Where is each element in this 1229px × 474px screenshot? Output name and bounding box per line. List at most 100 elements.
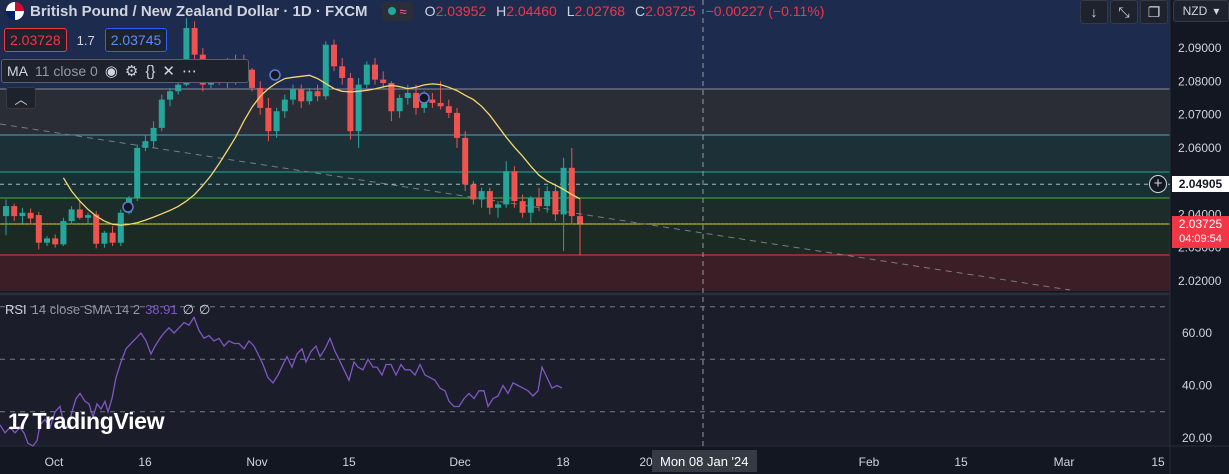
chevron-down-icon: ▾ — [1213, 4, 1220, 18]
candle-body — [511, 171, 518, 202]
candle-body — [454, 112, 460, 138]
ma-anchor-point — [418, 92, 430, 104]
candle-body — [503, 171, 510, 205]
market-open-icon — [387, 7, 396, 15]
candle-body — [175, 84, 182, 92]
zone-olive — [0, 224, 1170, 255]
ma-polyline — [62, 74, 581, 226]
candle-body — [76, 209, 83, 218]
zone-dark-teal — [0, 172, 1170, 198]
candle-body — [413, 92, 419, 108]
add-alert-icon[interactable]: + — [1149, 175, 1167, 193]
time-tick-label: Oct — [45, 455, 64, 469]
candle-body — [257, 87, 264, 108]
ohlc-change-value: −0.00227 (−0.11%) — [705, 3, 825, 19]
ma-legend-params: 11 close 0 — [35, 63, 98, 79]
collapse-legend-button[interactable]: ︿ — [6, 87, 36, 109]
candle-body — [191, 28, 198, 55]
candle-body — [265, 107, 272, 132]
rsi-legend-na-2: ∅ — [198, 302, 211, 317]
trendlines — [0, 0, 1170, 446]
ohlc-values: O2.03952 H2.04460 L2.02768 C2.03725 −0.0… — [425, 3, 831, 19]
candle-body — [437, 102, 444, 107]
sell-button[interactable]: 2.03728 — [4, 28, 67, 52]
market-status[interactable]: ≈ — [381, 1, 413, 21]
more-icon[interactable]: ⋯ — [181, 63, 197, 80]
eye-icon[interactable]: ◉ — [104, 63, 118, 80]
candle-body — [331, 44, 337, 67]
candle-body — [404, 92, 411, 98]
ohlc-high-key: H — [496, 3, 507, 19]
gear-icon[interactable]: ⚙ — [124, 63, 139, 80]
candle-body — [314, 91, 321, 97]
time-tick-label: 18 — [556, 455, 570, 469]
time-tick-label: Mar — [1054, 455, 1075, 469]
candle-body — [372, 64, 378, 80]
zone-green — [0, 198, 1170, 224]
gbp-flag-icon — [6, 2, 24, 20]
candle-body — [101, 232, 108, 244]
current-price-label: 2.03725 — [1178, 217, 1223, 231]
candle-body — [117, 212, 124, 243]
price-tick-label: 2.06000 — [1178, 141, 1222, 155]
time-tick-label: Feb — [859, 455, 880, 469]
rsi-polyline — [0, 315, 563, 447]
currency-button[interactable]: NZD ▾ — [1173, 0, 1229, 22]
rsi-legend[interactable]: RSI 14 close SMA 14 2 38.91 ∅ ∅ — [5, 302, 210, 318]
candle-body — [68, 209, 75, 222]
tradingview-logo[interactable]: 17 TradingView — [8, 408, 165, 435]
collapse-icon[interactable]: ⤡ — [1110, 0, 1138, 24]
ma-anchor-point — [269, 69, 281, 81]
ma-legend[interactable]: MA 11 close 0 ◉ ⚙ {} ✕ ⋯ — [1, 59, 249, 83]
candle-body — [396, 97, 403, 112]
candle-body — [544, 191, 551, 207]
trendline-dashed — [0, 123, 1071, 291]
zone-teal-blue — [0, 135, 1170, 172]
candle-body — [568, 167, 575, 217]
bar-countdown: 04:09:54 — [1179, 233, 1222, 245]
ohlc-low-key: L — [566, 3, 575, 19]
logo-mark: 17 — [8, 408, 30, 434]
time-tick-label: 16 — [138, 455, 152, 469]
rsi-tick-label: 40.00 — [1182, 379, 1212, 393]
candle-body — [44, 238, 50, 243]
candle-body — [388, 82, 395, 112]
symbol-title[interactable]: British Pound / New Zealand Dollar · 1D … — [30, 2, 368, 20]
arrow-down-icon[interactable]: ↓ — [1080, 0, 1108, 24]
candle-body — [478, 191, 485, 200]
rsi-pane-bg — [0, 296, 1170, 446]
price-tick-label: 2.07000 — [1178, 108, 1222, 122]
candle-body — [35, 215, 42, 243]
close-icon[interactable]: ✕ — [162, 63, 175, 80]
ma-line — [62, 69, 581, 226]
delayed-data-icon: ≈ — [399, 3, 407, 19]
candle-body — [183, 28, 190, 85]
currency-label: NZD — [1182, 4, 1208, 18]
zone-gray — [0, 89, 1170, 135]
candle-body — [527, 197, 534, 213]
candle-body — [445, 106, 452, 113]
candle-body — [150, 127, 157, 142]
candle-body — [273, 111, 280, 132]
candle-body — [355, 84, 362, 132]
candle-body — [560, 167, 567, 215]
candle-body — [60, 221, 67, 245]
restore-icon[interactable]: ❐ — [1140, 0, 1168, 24]
candle-body — [536, 197, 542, 207]
candle-body — [52, 238, 59, 245]
candle-body — [519, 201, 526, 213]
crosshair-date-label: Mon 08 Jan '24 — [652, 450, 757, 472]
candle-body — [306, 91, 313, 102]
ohlc-high-value: 2.04460 — [506, 3, 557, 19]
candle-body — [577, 216, 583, 224]
ohlc-low-value: 2.02768 — [574, 3, 626, 19]
chart-toolbar: ↓ ⤡ ❐ — [1080, 0, 1168, 24]
rsi-tick-label: 20.00 — [1182, 431, 1212, 445]
candle-body — [363, 64, 370, 85]
source-code-icon[interactable]: {} — [145, 62, 156, 80]
buy-button[interactable]: 2.03745 — [104, 28, 168, 52]
rsi-legend-params: 14 close SMA 14 2 — [31, 302, 141, 317]
candle-body — [322, 44, 329, 97]
quote-row: 2.03728 1.7 2.03745 — [4, 28, 168, 52]
